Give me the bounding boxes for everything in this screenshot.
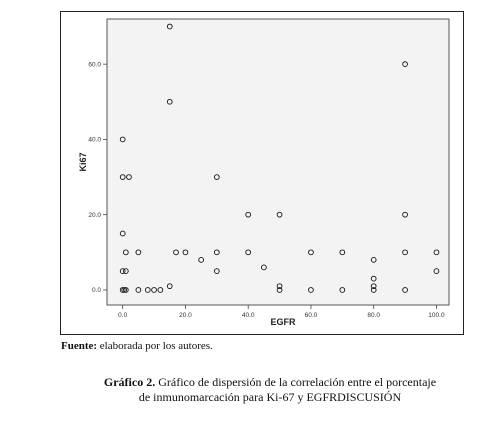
y-tick-label: 60.0 bbox=[88, 61, 101, 68]
data-point bbox=[308, 249, 314, 256]
data-point bbox=[402, 211, 408, 218]
data-point bbox=[121, 287, 128, 293]
figure-caption: Gráfico 2. Gráfico de dispersión de la c… bbox=[40, 375, 498, 405]
data-point bbox=[245, 249, 252, 256]
x-tick-label: 60.0 bbox=[305, 312, 318, 319]
data-points bbox=[119, 23, 440, 293]
data-point bbox=[198, 256, 204, 263]
data-point bbox=[433, 249, 440, 256]
data-point bbox=[402, 249, 408, 256]
data-point bbox=[213, 249, 220, 256]
data-point bbox=[157, 287, 164, 293]
data-point bbox=[166, 23, 173, 30]
caption-line-2: de inmunomarcación para Ki-67 y EGFRDISC… bbox=[138, 390, 402, 404]
data-point bbox=[119, 136, 126, 143]
data-point bbox=[166, 98, 173, 105]
x-tick-label: 0.0 bbox=[118, 312, 127, 319]
source-text: elaborada por los autores. bbox=[97, 340, 213, 352]
y-tick-label: 20.0 bbox=[88, 212, 101, 219]
data-point bbox=[182, 249, 189, 256]
caption-label: Gráfico 2. bbox=[103, 375, 156, 389]
data-point bbox=[433, 268, 440, 274]
data-point bbox=[261, 264, 267, 271]
y-tick-label: 40.0 bbox=[88, 137, 101, 144]
data-point bbox=[122, 268, 129, 274]
data-point bbox=[173, 249, 179, 256]
chart-frame: 0.0 20.0 40.0 60.0 0.0 20.0 40.0 60.0 80.0 100.0… bbox=[60, 11, 464, 335]
plot-area bbox=[106, 18, 450, 306]
data-point bbox=[119, 174, 126, 180]
data-point bbox=[119, 268, 126, 274]
x-tick-label: 80.0 bbox=[367, 312, 380, 319]
x-tick-label: 100.0 bbox=[428, 312, 445, 319]
data-point bbox=[402, 287, 408, 293]
y-axis: 0.0 20.0 40.0 60.0 bbox=[88, 61, 107, 294]
data-point bbox=[339, 249, 346, 256]
data-point bbox=[276, 211, 283, 218]
data-point bbox=[213, 174, 220, 180]
data-point bbox=[370, 256, 377, 263]
data-point bbox=[119, 230, 126, 237]
data-point bbox=[370, 283, 377, 290]
x-tick-label: 40.0 bbox=[242, 312, 255, 319]
y-axis-title: Ki67 bbox=[78, 152, 88, 171]
data-point bbox=[151, 287, 157, 293]
data-point bbox=[126, 174, 132, 180]
caption-line-1: Gráfico de dispersión de la correlación … bbox=[155, 375, 437, 389]
data-point bbox=[213, 268, 220, 274]
data-point bbox=[135, 249, 142, 256]
scatter-chart: 0.0 20.0 40.0 60.0 0.0 20.0 40.0 60.0 80.0 100.0… bbox=[78, 18, 450, 327]
source-label: Fuente: bbox=[61, 340, 98, 352]
data-point bbox=[276, 287, 283, 293]
x-tick-label: 20.0 bbox=[179, 312, 192, 319]
data-point bbox=[370, 287, 377, 293]
data-point bbox=[245, 211, 252, 218]
data-point bbox=[308, 287, 314, 293]
x-axis: 0.0 20.0 40.0 60.0 80.0 100.0 bbox=[118, 305, 445, 319]
data-point bbox=[122, 249, 129, 256]
y-tick-label: 0.0 bbox=[92, 287, 101, 294]
data-point bbox=[370, 275, 377, 282]
x-axis-title: EGFR bbox=[270, 317, 296, 327]
data-point bbox=[402, 61, 408, 68]
source-note: Fuente: elaborada por los autores. bbox=[61, 340, 213, 352]
data-point bbox=[135, 287, 142, 293]
data-point bbox=[119, 287, 126, 293]
data-point bbox=[122, 287, 129, 293]
data-point bbox=[144, 287, 151, 293]
data-point bbox=[339, 287, 346, 293]
data-point bbox=[276, 283, 283, 290]
data-point bbox=[166, 283, 173, 290]
